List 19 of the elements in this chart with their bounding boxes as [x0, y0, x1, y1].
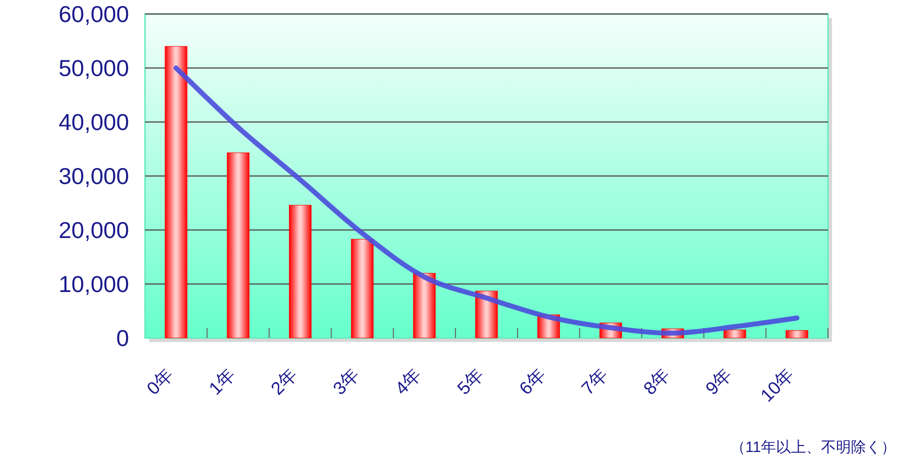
y-tick-label: 30,000	[58, 163, 129, 189]
y-tick-label: 0	[116, 325, 129, 351]
y-tick-label: 40,000	[58, 109, 129, 135]
text: （11年以上、不明除く）	[730, 439, 896, 456]
y-tick-label: 20,000	[58, 217, 129, 243]
x-tick-label: 9年	[702, 364, 736, 399]
y-tick-label: 50,000	[58, 55, 129, 81]
x-tick-label: 1年	[205, 364, 239, 399]
x-tick-label: 0年	[142, 364, 177, 399]
x-tick-label: 5年	[453, 364, 488, 399]
x-tick-label: 2年	[267, 364, 302, 399]
x-tick-label: 6年	[515, 364, 550, 399]
x-tick-label: 3年	[329, 364, 364, 399]
x-tick-label: 10年	[756, 364, 798, 406]
x-tick-label: 7年	[578, 364, 612, 399]
y-tick-label: 60,000	[58, 1, 129, 27]
y-tick-label: 10,000	[58, 271, 129, 297]
x-tick-label: 8年	[640, 364, 674, 399]
x-tick-label: 4年	[391, 364, 426, 399]
